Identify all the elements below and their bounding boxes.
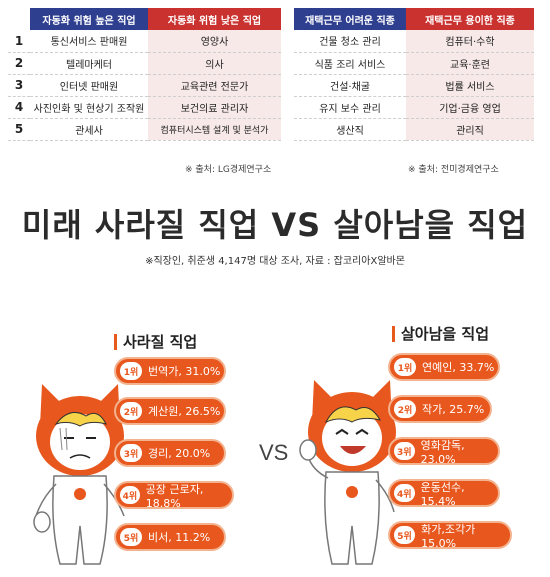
rank-badge: 3위: [394, 442, 415, 460]
low-risk-cell: 컴퓨터시스템 설계 및 분석가: [148, 118, 281, 141]
table-row: 5 관세사 컴퓨터시스템 설계 및 분석가: [8, 118, 281, 141]
rank-badge: 3위: [120, 444, 142, 462]
rank-badge: 5위: [394, 526, 416, 544]
table-header-row: 자동화 위험 높은 직업 자동화 위험 낮은 직업: [8, 8, 281, 30]
rank-header-cell: [8, 8, 30, 30]
remote-easy-cell: 컴퓨터·수학: [406, 30, 534, 53]
remote-easy-cell: 기업·금융 영업: [406, 96, 534, 119]
source-note: ※ 출처: LG경제연구소: [185, 165, 272, 175]
infographic-subtitle: ※직장인, 취준생 4,147명 대상 조사, 자료 : 잡코리아X알바몬: [145, 256, 405, 267]
remote-hard-cell: 식품 조리 서비스: [294, 52, 406, 75]
table-row: 건설·채굴 법률 서비스: [294, 74, 534, 97]
disappearing-job-item: 1위 번역가, 31.0%: [114, 357, 226, 385]
job-label: 작가, 25.7%: [422, 403, 485, 416]
low-risk-cell: 교육관련 전문가: [148, 74, 281, 97]
table-row: 4 사진인화 및 현상기 조작원 보건의료 관리자: [8, 96, 281, 119]
high-risk-cell: 인터넷 판매원: [30, 74, 148, 97]
table-row: 건물 청소 관리 컴퓨터·수학: [294, 30, 534, 53]
table-row: 2 텔레마케터 의사: [8, 52, 281, 75]
sad-mascot-thumbs-down-icon: [33, 384, 125, 565]
disappearing-jobs-title: 사라질 직업: [114, 334, 197, 350]
header-remote-easy: 재택근무 용이한 직종: [406, 8, 534, 30]
remote-hard-cell: 건설·채굴: [294, 74, 406, 97]
header-low-risk: 자동화 위험 낮은 직업: [148, 8, 281, 30]
low-risk-cell: 영양사: [148, 30, 281, 53]
rank-badge: 2위: [120, 402, 142, 420]
remote-hard-cell: 생산직: [294, 118, 406, 141]
surviving-job-item: 5위 화가,조각가 15.0%: [388, 521, 512, 550]
job-label: 영화감독, 23.0%: [420, 438, 465, 466]
table-row: 유지 보수 관리 기업·금융 영업: [294, 96, 534, 119]
remote-hard-cell: 유지 보수 관리: [294, 96, 406, 119]
job-label: 연예인, 33.7%: [422, 361, 495, 374]
table-row: 생산직 관리직: [294, 118, 534, 141]
happy-mascot-thumbs-up-icon: [299, 380, 396, 565]
automation-risk-table: 자동화 위험 높은 직업 자동화 위험 낮은 직업 1 통신서비스 판매원 영양…: [8, 8, 281, 141]
remote-easy-cell: 관리직: [406, 118, 534, 141]
table-row: 3 인터넷 판매원 교육관련 전문가: [8, 74, 281, 97]
surviving-jobs-title: 살아남을 직업: [392, 326, 489, 342]
rank-badge: 1위: [120, 362, 142, 380]
surviving-job-item: 2위 작가, 25.7%: [388, 395, 492, 423]
remote-work-table: 재택근무 어려운 직종 재택근무 용이한 직종 건물 청소 관리 컴퓨터·수학 …: [294, 8, 534, 141]
job-label: 운동선수, 15.4%: [420, 480, 465, 508]
disappearing-job-item: 2위 계산원, 26.5%: [114, 397, 226, 425]
surviving-job-item: 1위 연예인, 33.7%: [388, 353, 500, 381]
rank-badge: 1위: [394, 358, 416, 376]
low-risk-cell: 보건의료 관리자: [148, 96, 281, 119]
rank-cell: 2: [8, 52, 30, 75]
rank-badge: 5위: [120, 528, 142, 546]
vs-label: VS: [259, 440, 289, 465]
surviving-job-item: 3위 영화감독, 23.0%: [388, 437, 500, 466]
rank-badge: 4위: [120, 486, 140, 504]
high-risk-cell: 통신서비스 판매원: [30, 30, 148, 53]
job-label: 화가,조각가 15.0%: [421, 522, 476, 550]
rank-cell: 5: [8, 118, 30, 141]
rank-cell: 4: [8, 96, 30, 119]
rank-badge: 2위: [394, 400, 416, 418]
high-risk-cell: 텔레마케터: [30, 52, 148, 75]
job-label: 비서, 11.2%: [148, 531, 211, 544]
job-label: 계산원, 26.5%: [148, 405, 221, 418]
disappearing-job-item: 3위 경리, 20.0%: [114, 439, 226, 467]
table-row: 1 통신서비스 판매원 영양사: [8, 30, 281, 53]
source-note: ※ 출처: 전미경제연구소: [408, 165, 499, 175]
rank-cell: 1: [8, 30, 30, 53]
surviving-job-item: 4위 운동선수, 15.4%: [388, 479, 500, 508]
high-risk-cell: 사진인화 및 현상기 조작원: [30, 96, 148, 119]
remote-easy-cell: 교육·훈련: [406, 52, 534, 75]
header-remote-hard: 재택근무 어려운 직종: [294, 8, 406, 30]
disappearing-job-item: 4위 공장 근로자, 18.8%: [114, 481, 234, 510]
job-label: 공장 근로자, 18.8%: [145, 482, 204, 510]
infographic-title: 미래 사라질 직업 VS 살아남을 직업: [21, 206, 529, 244]
rank-cell: 3: [8, 74, 30, 97]
rank-badge: 4위: [394, 484, 415, 502]
low-risk-cell: 의사: [148, 52, 281, 75]
remote-easy-cell: 법률 서비스: [406, 74, 534, 97]
remote-hard-cell: 건물 청소 관리: [294, 30, 406, 53]
table-header-row: 재택근무 어려운 직종 재택근무 용이한 직종: [294, 8, 534, 30]
disappearing-job-item: 5위 비서, 11.2%: [114, 523, 226, 551]
table-row: 식품 조리 서비스 교육·훈련: [294, 52, 534, 75]
job-label: 번역가, 31.0%: [148, 365, 221, 378]
high-risk-cell: 관세사: [30, 118, 148, 141]
job-label: 경리, 20.0%: [148, 447, 211, 460]
header-high-risk: 자동화 위험 높은 직업: [30, 8, 148, 30]
